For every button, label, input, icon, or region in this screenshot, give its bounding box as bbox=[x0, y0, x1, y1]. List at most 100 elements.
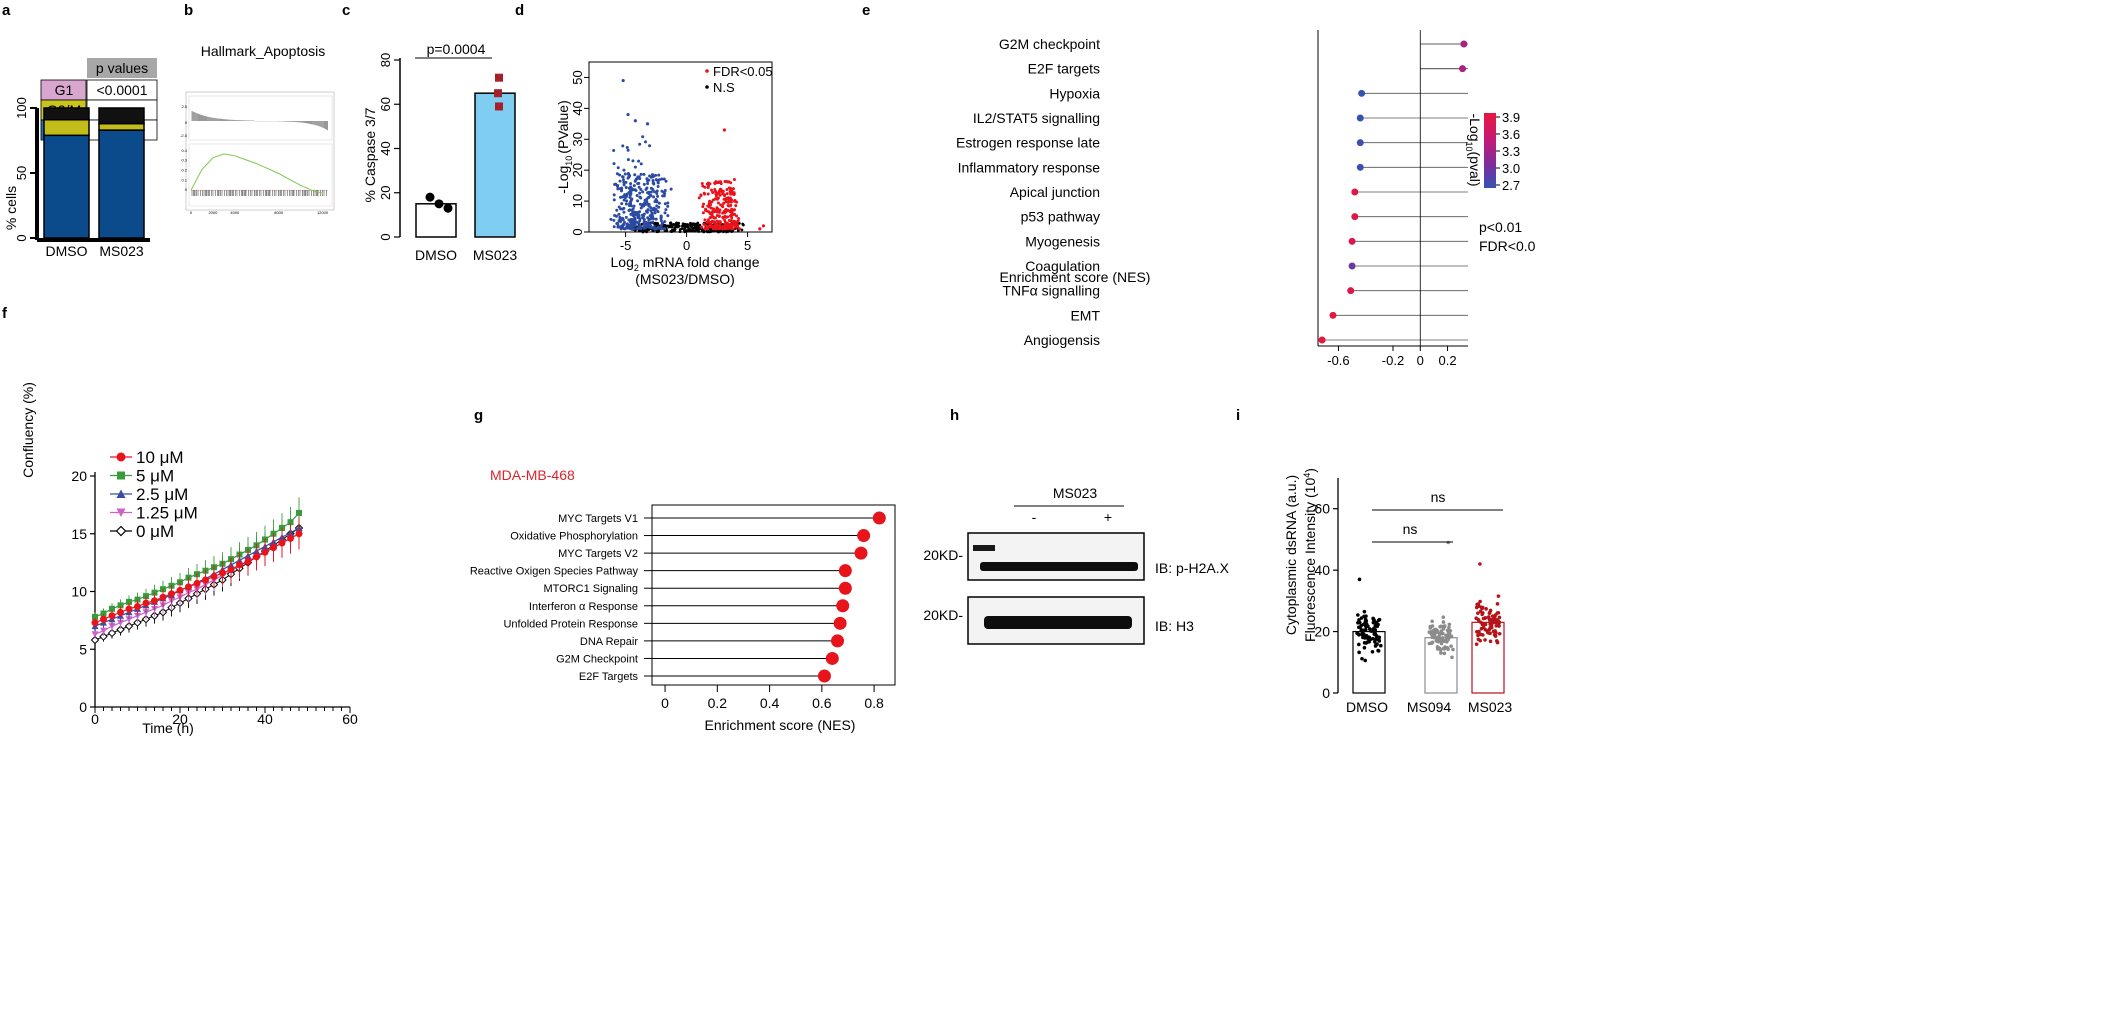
colorbar-label-sub: 10 bbox=[1464, 142, 1474, 152]
data-point bbox=[1497, 631, 1502, 636]
down-point bbox=[636, 221, 640, 225]
up-point bbox=[702, 202, 706, 206]
down-point bbox=[647, 203, 651, 207]
ns-point bbox=[683, 222, 687, 226]
down-point bbox=[663, 220, 667, 224]
down-point bbox=[622, 168, 626, 172]
down-point bbox=[618, 179, 622, 183]
up-point bbox=[702, 222, 706, 226]
ns-point bbox=[678, 230, 682, 233]
blot-band-h3 bbox=[984, 616, 1132, 629]
down-point bbox=[629, 182, 633, 186]
ns-point bbox=[697, 230, 701, 233]
marker-square bbox=[151, 589, 158, 596]
down-point bbox=[633, 165, 637, 169]
marker-circle bbox=[295, 530, 303, 538]
lollipop-dot bbox=[817, 669, 831, 683]
table-header: p values bbox=[96, 60, 148, 76]
y-tick-label: 100 bbox=[14, 97, 29, 119]
marker-diamond bbox=[116, 625, 125, 634]
legend-label: 2.5 μM bbox=[136, 485, 188, 504]
panel-g-plot: MYC Targets V1 Oxidative Phosphorylation M… bbox=[470, 504, 896, 711]
down-point bbox=[627, 209, 631, 213]
down-point bbox=[646, 182, 650, 186]
up-point bbox=[703, 185, 707, 189]
highlight-point bbox=[761, 224, 766, 228]
highlight-point bbox=[633, 119, 637, 123]
down-point bbox=[629, 192, 633, 196]
x-tick-label: 0.2 bbox=[708, 695, 728, 711]
down-point bbox=[664, 208, 668, 212]
up-point bbox=[722, 224, 726, 228]
up-point bbox=[735, 200, 739, 204]
up-point bbox=[725, 221, 729, 225]
up-point bbox=[729, 223, 733, 227]
data-point bbox=[1429, 641, 1434, 646]
volcano-xlabel: Log2 mRNA fold change bbox=[611, 254, 760, 273]
y-tick-label: 10 bbox=[570, 194, 585, 208]
ns-point bbox=[669, 225, 673, 229]
panel-f-ylabel: Confluency (%) bbox=[20, 382, 36, 478]
down-point bbox=[623, 172, 627, 176]
up-point bbox=[724, 200, 728, 204]
es-tick: 0.2 bbox=[181, 168, 187, 173]
lollipop-dot bbox=[1356, 114, 1364, 122]
ns-point bbox=[681, 222, 685, 226]
y-tick-label: 0 bbox=[14, 234, 29, 241]
down-point bbox=[648, 194, 652, 198]
data-point bbox=[1373, 628, 1378, 632]
x-category-label: DMSO bbox=[46, 243, 88, 259]
down-point bbox=[638, 210, 642, 214]
down-point bbox=[637, 159, 641, 163]
data-point bbox=[434, 199, 444, 209]
ns-point bbox=[667, 225, 671, 229]
data-point bbox=[1488, 631, 1492, 635]
x-tick: 2000 bbox=[208, 210, 218, 215]
pvalue-text: <0.0001 bbox=[97, 82, 148, 98]
y-tick-label: 60 bbox=[378, 97, 393, 111]
highlight-point bbox=[621, 78, 625, 83]
data-point bbox=[1483, 638, 1487, 642]
data-point bbox=[1447, 635, 1451, 640]
down-point bbox=[615, 172, 619, 176]
volcano-ylabel-sub: 10 bbox=[564, 156, 574, 166]
pathway-label: Myogenesis bbox=[1025, 233, 1100, 249]
down-point bbox=[617, 205, 621, 209]
data-point bbox=[1373, 644, 1378, 648]
lollipop-dot bbox=[1356, 139, 1364, 147]
down-point bbox=[617, 225, 621, 229]
data-point bbox=[1478, 562, 1482, 566]
x-category-label: MS023 bbox=[99, 243, 144, 259]
up-point bbox=[735, 225, 739, 229]
x-tick-label: 0.2 bbox=[1439, 353, 1457, 368]
marker-square bbox=[126, 598, 132, 605]
gsea-es-box bbox=[188, 143, 333, 207]
data-point bbox=[1357, 650, 1361, 655]
highlight-point bbox=[645, 122, 650, 126]
panel-h: h MS023 - + 20KD- IB: p-H2A.X 20KD- IB: … bbox=[923, 407, 1230, 645]
ns-point bbox=[691, 226, 694, 230]
down-point bbox=[622, 222, 626, 226]
data-point bbox=[494, 89, 502, 98]
data-point bbox=[1489, 618, 1494, 622]
down-point bbox=[630, 208, 634, 212]
data-point bbox=[1476, 633, 1480, 638]
marker-circle bbox=[142, 599, 150, 607]
colorbar-label-main: -Log bbox=[1467, 113, 1483, 141]
down-point bbox=[656, 194, 660, 198]
volcano-xlabel-rest: mRNA fold change bbox=[639, 254, 760, 270]
up-point bbox=[710, 219, 714, 223]
down-point bbox=[664, 179, 668, 183]
down-point bbox=[617, 219, 621, 223]
down-point bbox=[630, 227, 634, 231]
y-tick-label: 80 bbox=[378, 53, 393, 67]
marker-square bbox=[296, 509, 302, 516]
panel-g-xlabel: Enrichment score (NES) bbox=[705, 717, 856, 733]
gsea-running-es-line bbox=[190, 153, 323, 194]
marker-triangle-down bbox=[108, 623, 116, 630]
up-point bbox=[721, 211, 725, 215]
colorbar-tick-label: 3.9 bbox=[1502, 110, 1520, 125]
marker-circle bbox=[91, 619, 99, 627]
x-tick-label: 0 bbox=[1417, 353, 1424, 368]
up-point bbox=[729, 213, 733, 217]
